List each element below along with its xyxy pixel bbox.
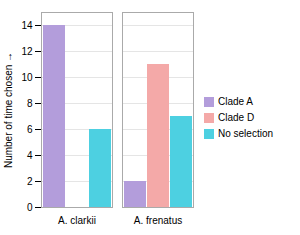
- svg-text:12: 12: [21, 46, 33, 57]
- svg-text:6: 6: [27, 124, 33, 135]
- svg-text:8: 8: [27, 98, 33, 109]
- svg-text:4: 4: [27, 150, 33, 161]
- svg-text:10: 10: [21, 72, 33, 83]
- svg-text:A. clarkii: A. clarkii: [58, 215, 96, 226]
- svg-text:14: 14: [21, 20, 33, 31]
- html-text:Clade A: Clade A: [218, 96, 253, 107]
- svg-text:2: 2: [27, 176, 33, 187]
- html-text:No selection: No selection: [218, 128, 273, 139]
- svg-text:A. frenatus: A. frenatus: [134, 215, 182, 226]
- svg-text:Number of time chosen →: Number of time chosen →: [3, 52, 14, 168]
- svg-text:0: 0: [27, 202, 33, 213]
- html-text:Clade D: Clade D: [218, 112, 255, 123]
